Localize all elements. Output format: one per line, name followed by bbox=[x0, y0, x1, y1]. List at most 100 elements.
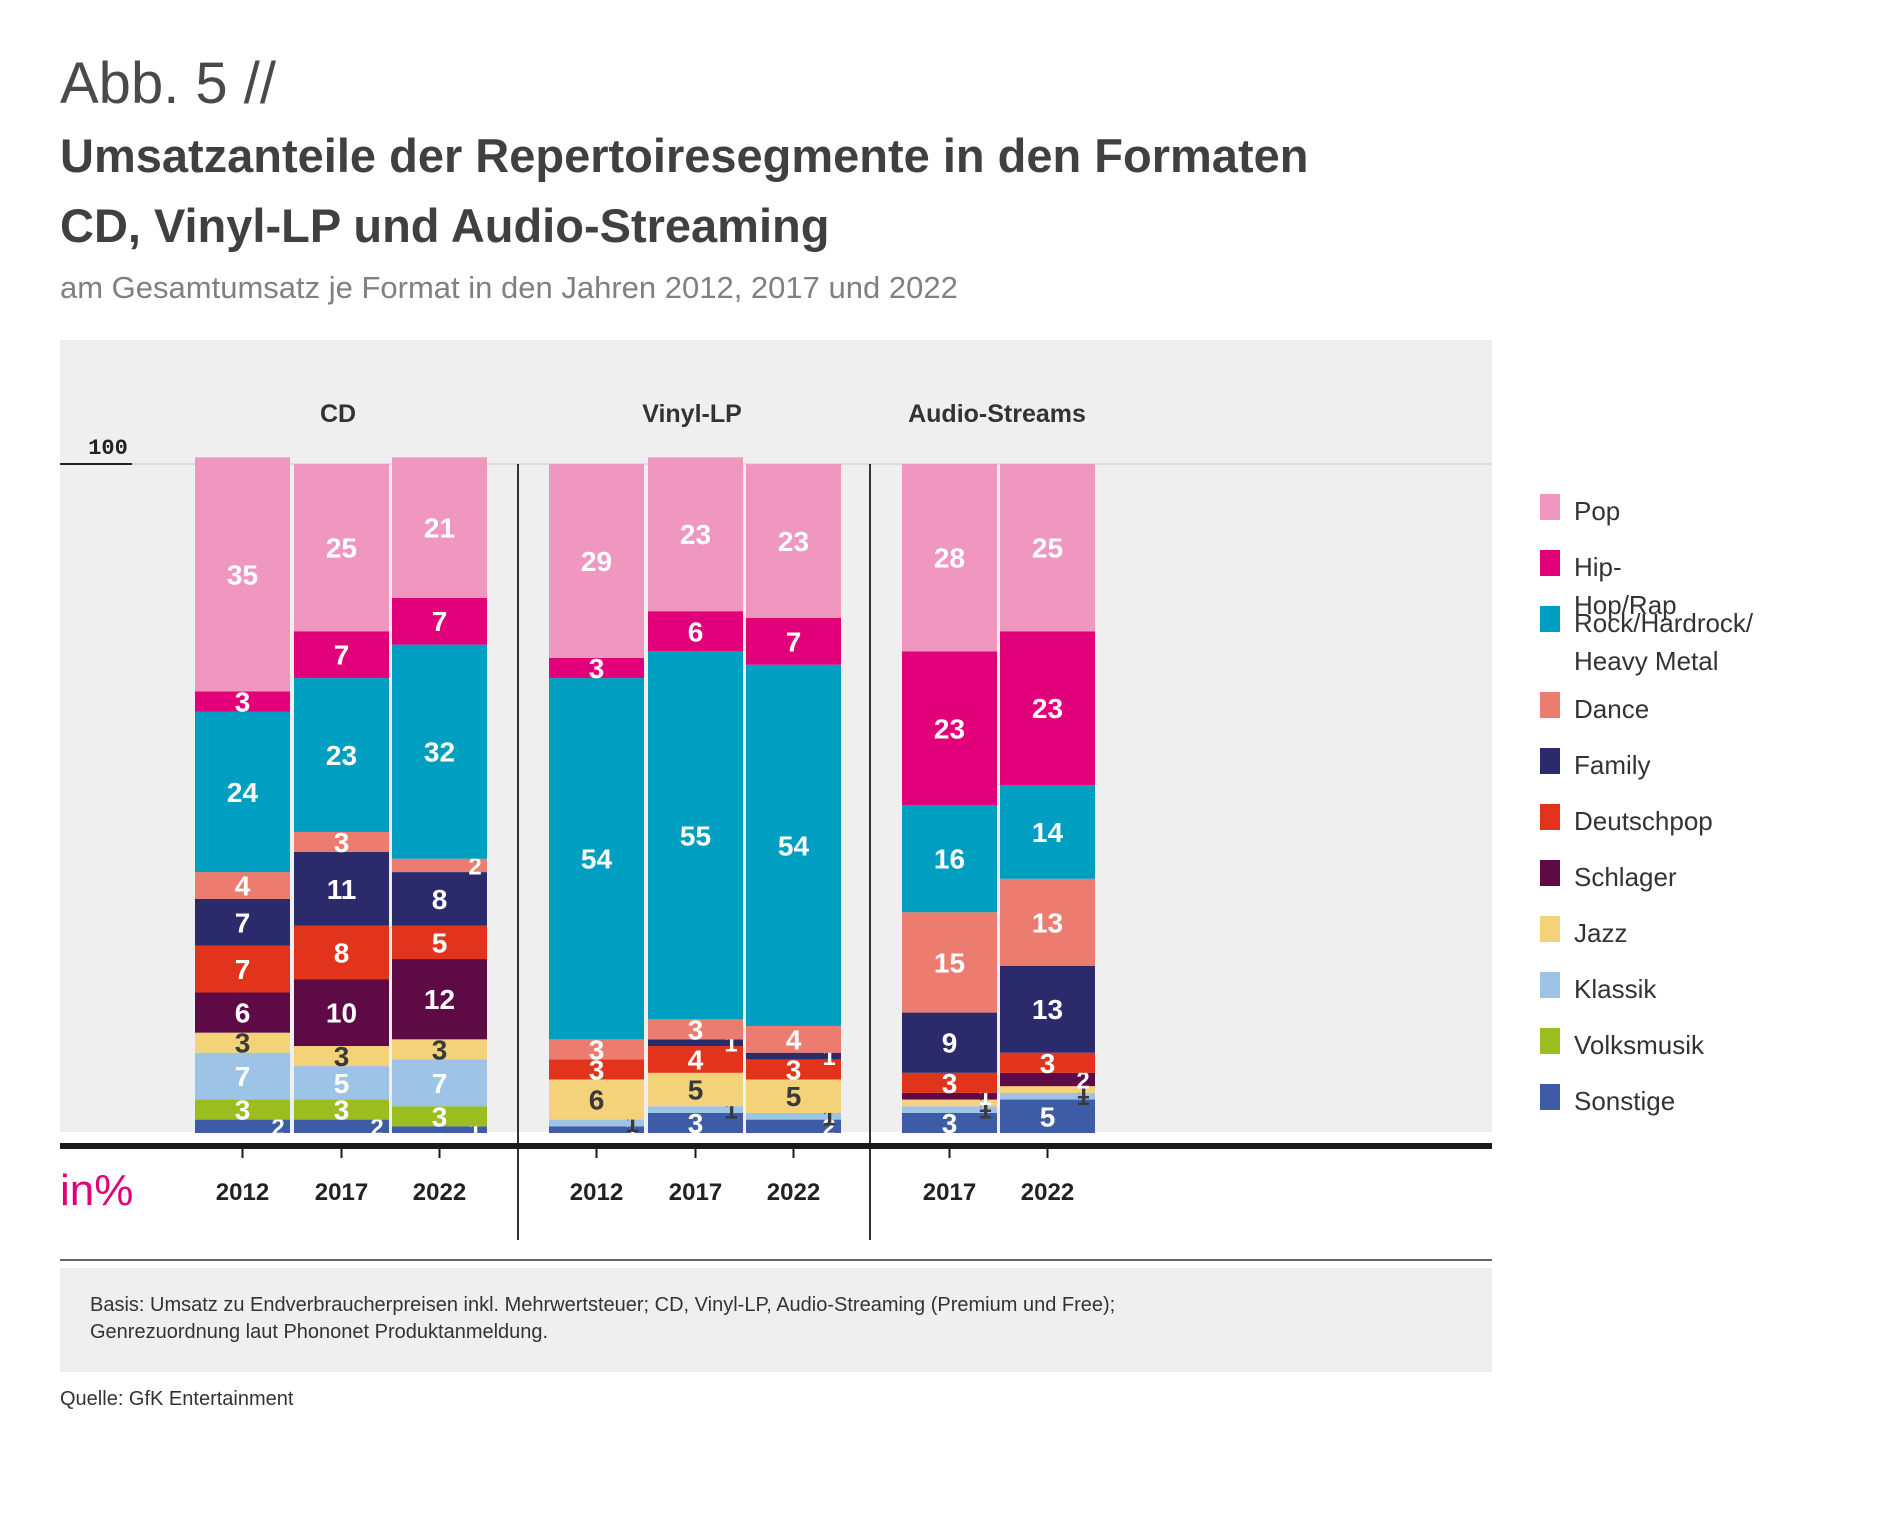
data-label-rock-hardrock-heavy-metal: 24 bbox=[227, 777, 259, 808]
unit-label: in% bbox=[60, 1166, 133, 1215]
data-label-pop: 23 bbox=[778, 526, 809, 557]
bar-segment-rock-hardrock-heavy-metal bbox=[549, 678, 644, 1040]
legend-label: Hip-Hop/Rap bbox=[1574, 552, 1677, 620]
data-label-sonstige: 2 bbox=[822, 1114, 835, 1141]
data-label-klassik: 5 bbox=[334, 1068, 350, 1099]
bar-segment-sonstige bbox=[195, 1119, 290, 1133]
source-note: Quelle: GfK Entertainment bbox=[60, 1388, 294, 1410]
bar-segment-jazz bbox=[294, 1046, 389, 1067]
data-label-family: 13 bbox=[1032, 994, 1063, 1025]
bar-segment-hip-hop-rap bbox=[294, 631, 389, 679]
data-label-deutschpop: 8 bbox=[334, 937, 350, 968]
data-label-pop: 21 bbox=[424, 513, 455, 544]
legend-swatch bbox=[1540, 1028, 1560, 1054]
bar-segment-deutschpop bbox=[392, 925, 487, 960]
x-axis-tick-label-2017: 2017 bbox=[923, 1179, 976, 1206]
legend-swatch bbox=[1540, 550, 1560, 576]
legend-label: Jazz bbox=[1574, 918, 1628, 948]
data-label-hip-hop-rap: 6 bbox=[688, 616, 704, 647]
bar-segment-schlager bbox=[902, 1092, 997, 1100]
bar-segment-klassik bbox=[902, 1106, 997, 1113]
legend-label: Deutschpop bbox=[1574, 806, 1713, 836]
data-label-jazz: 5 bbox=[786, 1081, 802, 1112]
data-label-klassik: 7 bbox=[235, 1061, 251, 1092]
figure-label: Abb. 5 // bbox=[60, 51, 277, 116]
bar-segment-volksmusik bbox=[195, 1099, 290, 1120]
legend-label: Family bbox=[1574, 750, 1651, 780]
bar-segment-deutschpop bbox=[549, 1059, 644, 1080]
bar-segment-deutschpop bbox=[195, 945, 290, 993]
data-label-sonstige: 2 bbox=[370, 1114, 383, 1141]
group-title-cd: CD bbox=[320, 400, 356, 428]
data-label-deutschpop: 3 bbox=[942, 1068, 958, 1099]
bar-segment-hip-hop-rap bbox=[549, 658, 644, 679]
bar-segment-pop bbox=[549, 464, 644, 659]
data-label-jazz: 3 bbox=[334, 1041, 350, 1072]
data-label-volksmusik: 3 bbox=[432, 1101, 448, 1132]
data-label-hip-hop-rap: 23 bbox=[1032, 693, 1063, 724]
bar-segment-rock-hardrock-heavy-metal bbox=[294, 678, 389, 832]
data-label-rock-hardrock-heavy-metal: 16 bbox=[934, 844, 965, 875]
data-label-pop: 25 bbox=[326, 533, 357, 564]
data-label-family: 8 bbox=[432, 884, 448, 915]
data-label-pop: 23 bbox=[680, 519, 711, 550]
data-label-family: 7 bbox=[235, 907, 251, 938]
bar-segment-jazz bbox=[195, 1032, 290, 1053]
data-label-pop: 35 bbox=[227, 559, 258, 590]
legend-label: Volksmusik bbox=[1574, 1030, 1705, 1060]
chart-title-line1: Umsatzanteile der Repertoiresegmente in … bbox=[60, 129, 1309, 182]
footnote-line1: Basis: Umsatz zu Endverbraucherpreisen i… bbox=[90, 1294, 1116, 1316]
legend-swatch bbox=[1540, 748, 1560, 774]
data-label-deutschpop: 3 bbox=[1040, 1048, 1056, 1079]
bar-segment-schlager bbox=[1000, 1072, 1095, 1087]
chart-title-line2: CD, Vinyl-LP und Audio-Streaming bbox=[60, 199, 830, 252]
bar-segment-pop bbox=[1000, 464, 1095, 632]
data-label-rock-hardrock-heavy-metal: 55 bbox=[680, 820, 711, 851]
bar-segment-dance bbox=[648, 1019, 743, 1040]
bar-segment-klassik bbox=[1000, 1092, 1095, 1100]
y-axis-tick-label-100: 100 bbox=[88, 436, 128, 461]
data-label-deutschpop: 3 bbox=[589, 1054, 605, 1085]
x-axis-tick-label-2012: 2012 bbox=[570, 1179, 623, 1206]
bar-segment-family bbox=[746, 1052, 841, 1060]
data-label-volksmusik: 3 bbox=[334, 1095, 350, 1126]
data-label-pop: 28 bbox=[934, 543, 965, 574]
data-label-rock-hardrock-heavy-metal: 14 bbox=[1032, 817, 1064, 848]
data-label-hip-hop-rap: 7 bbox=[432, 606, 448, 637]
data-label-rock-hardrock-heavy-metal: 32 bbox=[424, 737, 455, 768]
data-label-rock-hardrock-heavy-metal: 23 bbox=[326, 740, 357, 771]
data-label-dance: 2 bbox=[468, 853, 481, 880]
bar-segment-hip-hop-rap bbox=[195, 691, 290, 712]
bar-segment-sonstige bbox=[902, 1112, 997, 1133]
bar-segment-pop bbox=[648, 457, 743, 612]
bar-segment-pop bbox=[746, 464, 841, 618]
data-label-hip-hop-rap: 23 bbox=[934, 713, 965, 744]
x-axis-tick-label-2022: 2022 bbox=[1021, 1179, 1074, 1206]
data-label-schlager: 12 bbox=[424, 984, 455, 1015]
bar-segment-dance bbox=[294, 831, 389, 853]
data-label-dance: 3 bbox=[589, 1034, 605, 1065]
legend-swatch bbox=[1540, 916, 1560, 942]
bar-segment-klassik bbox=[648, 1106, 743, 1113]
data-label-family: 11 bbox=[327, 874, 357, 905]
data-label-jazz: 3 bbox=[432, 1034, 448, 1065]
bar-segment-klassik bbox=[549, 1119, 644, 1127]
bar-segment-volksmusik bbox=[392, 1106, 487, 1127]
data-label-deutschpop: 3 bbox=[786, 1054, 802, 1085]
data-label-sonstige: 3 bbox=[688, 1108, 704, 1139]
bar-segment-sonstige bbox=[746, 1119, 841, 1133]
legend-swatch bbox=[1540, 972, 1560, 998]
data-label-dance: 4 bbox=[786, 1024, 802, 1055]
bar-segment-pop bbox=[392, 457, 487, 598]
footnote-box: Basis: Umsatz zu Endverbraucherpreisen i… bbox=[60, 1268, 1492, 1372]
legend-swatch bbox=[1540, 494, 1560, 520]
bar-segment-rock-hardrock-heavy-metal bbox=[1000, 785, 1095, 879]
bar-segment-schlager bbox=[195, 992, 290, 1033]
data-label-dance: 15 bbox=[934, 947, 965, 978]
bar-segment-sonstige bbox=[294, 1119, 389, 1133]
data-label-sonstige: 2 bbox=[271, 1114, 284, 1141]
bar-segment-hip-hop-rap bbox=[902, 651, 997, 806]
data-label-jazz: 6 bbox=[589, 1085, 605, 1116]
data-label-dance: 3 bbox=[334, 827, 350, 858]
bar-segment-schlager bbox=[294, 979, 389, 1047]
